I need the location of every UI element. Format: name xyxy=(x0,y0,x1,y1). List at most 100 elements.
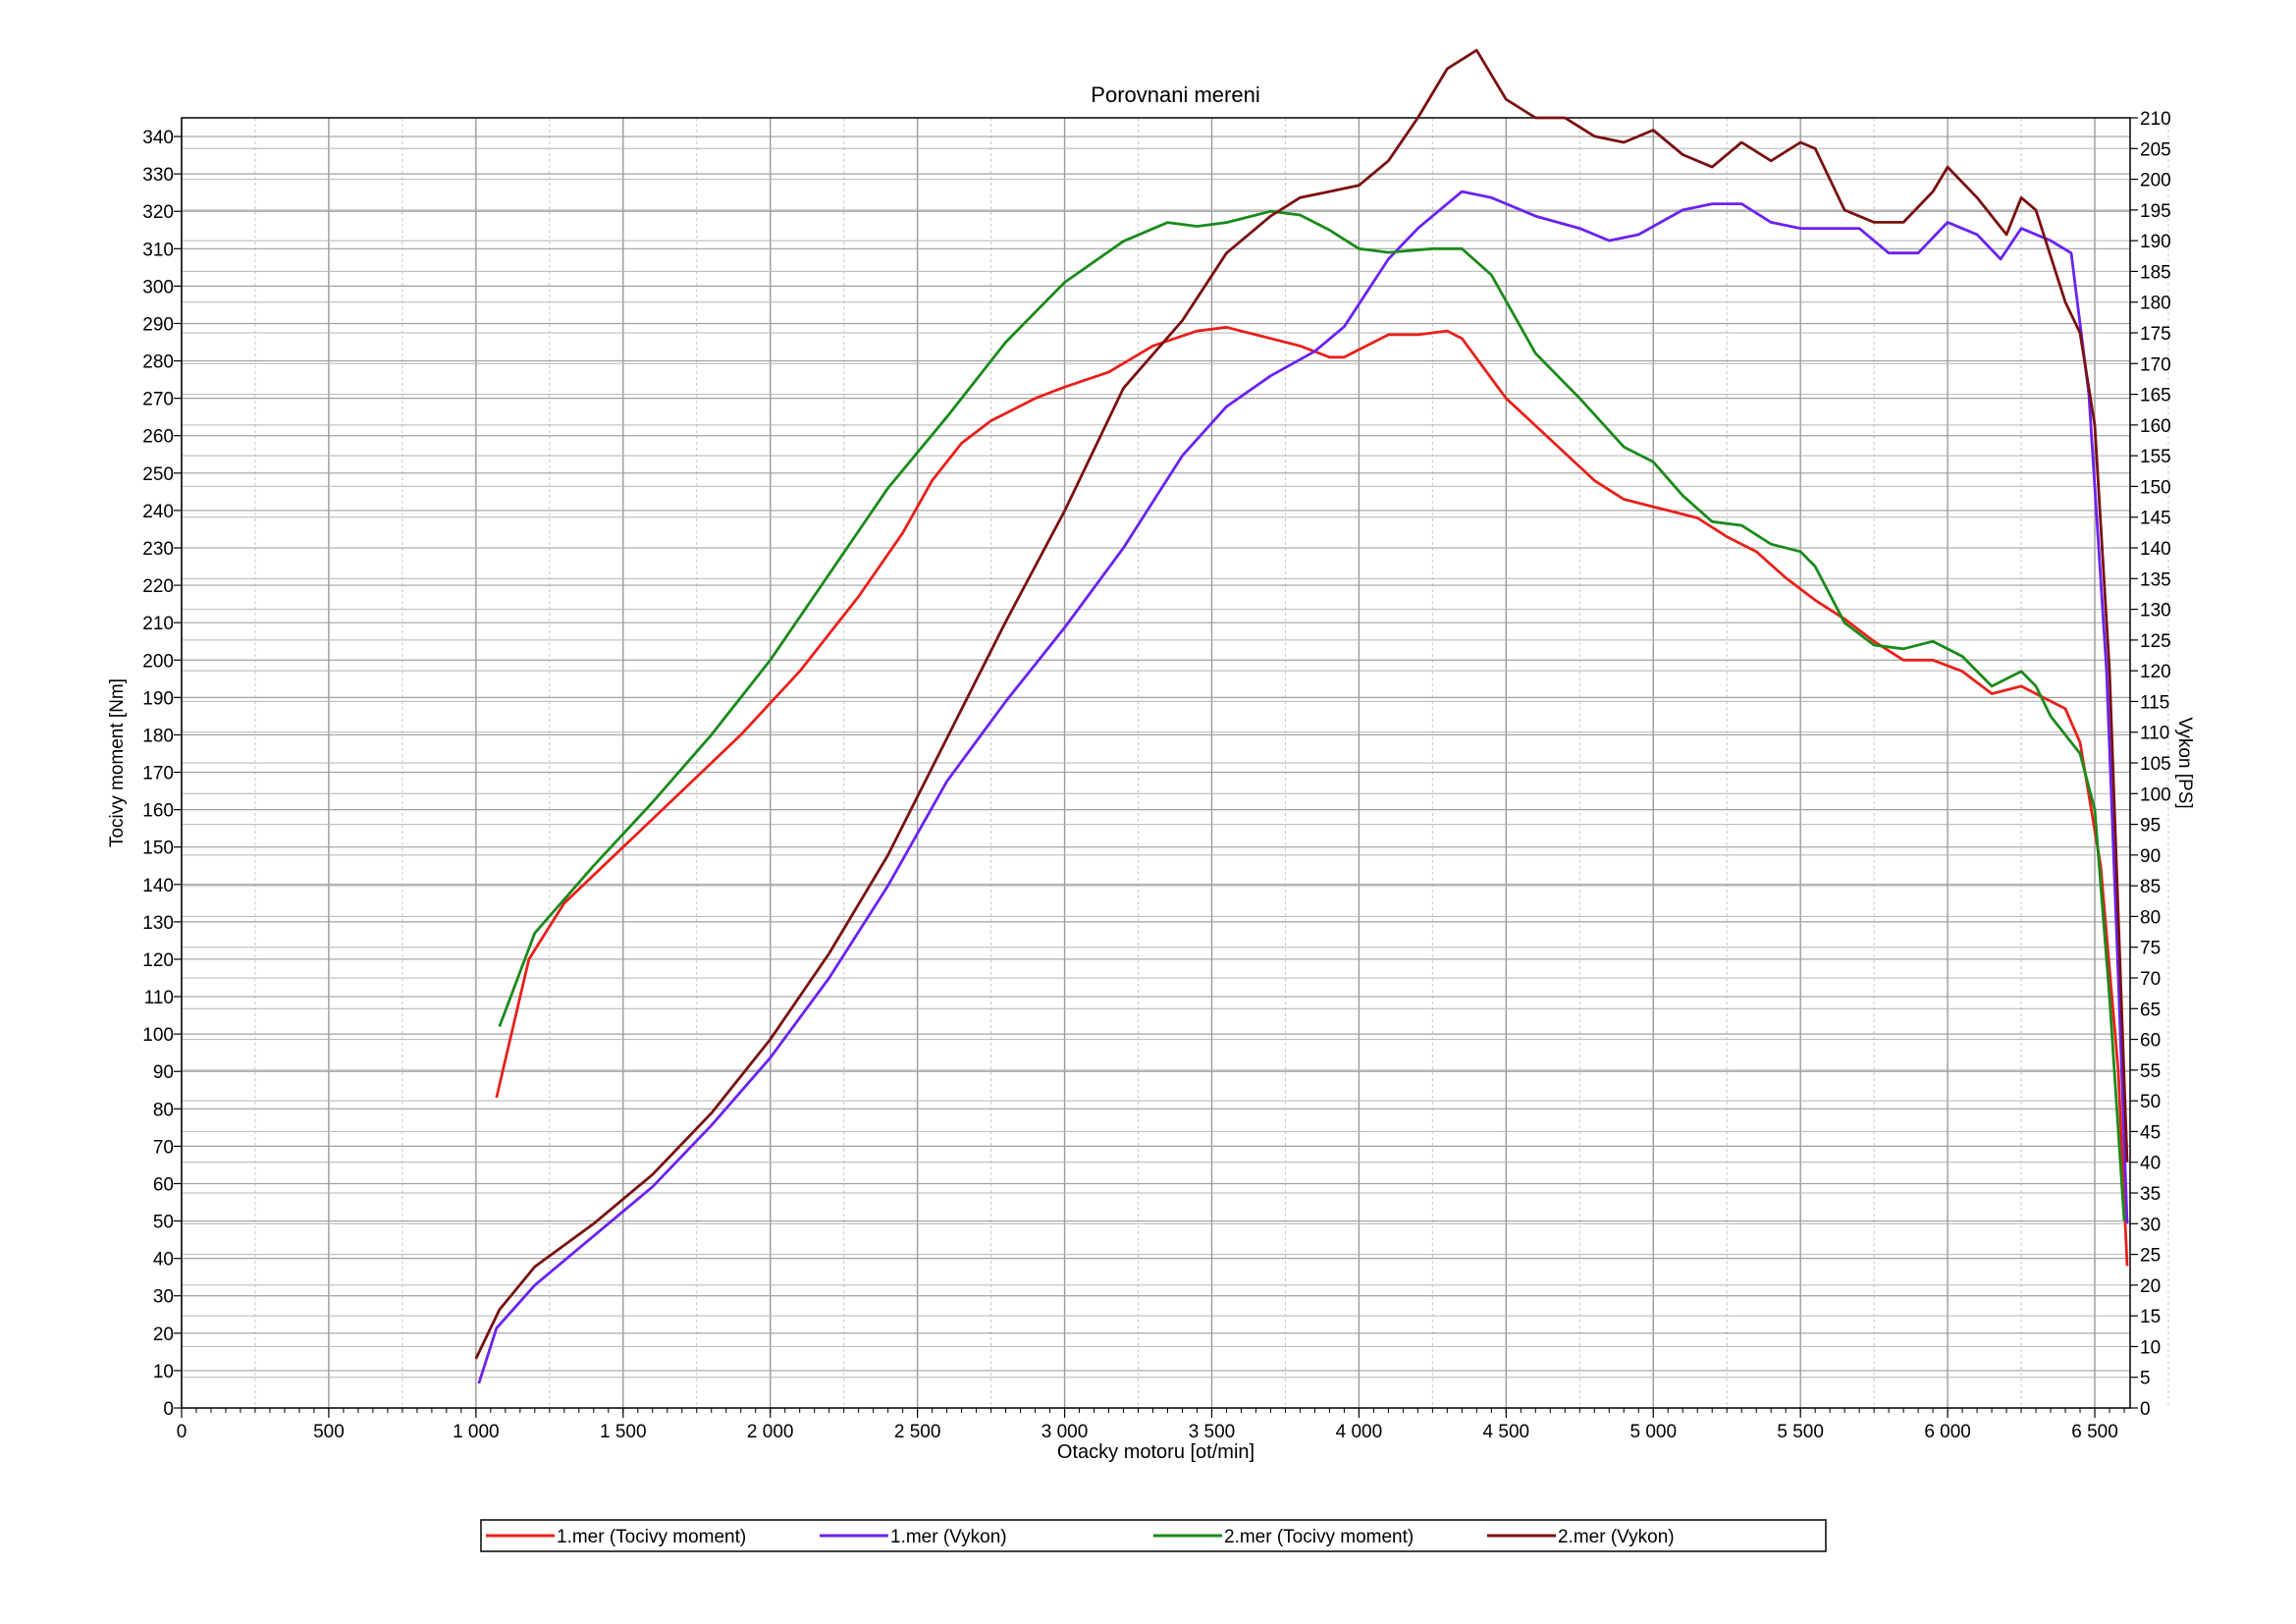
right-tick-label: 25 xyxy=(2140,1246,2161,1267)
left-tick-label: 60 xyxy=(153,1174,174,1195)
left-tick-label: 170 xyxy=(142,764,174,785)
right-tick-label: 15 xyxy=(2140,1307,2161,1327)
left-tick-label: 280 xyxy=(142,352,174,373)
x-tick-label: 0 xyxy=(177,1422,187,1442)
left-tick-label: 50 xyxy=(153,1213,174,1233)
right-tick-label: 115 xyxy=(2140,692,2169,713)
legend-label: 2.mer (Vykon) xyxy=(1558,1527,1675,1547)
right-tick-label: 105 xyxy=(2140,754,2171,775)
right-tick-label: 160 xyxy=(2140,416,2171,437)
right-tick-label: 95 xyxy=(2140,816,2161,837)
right-tick-label: 120 xyxy=(2140,662,2171,682)
right-tick-label: 200 xyxy=(2140,171,2171,191)
right-tick-label: 180 xyxy=(2140,294,2171,314)
left-tick-label: 330 xyxy=(142,165,174,186)
x-tick-label: 2 000 xyxy=(747,1422,794,1442)
right-tick-label: 165 xyxy=(2140,386,2171,406)
x-tick-label: 3 500 xyxy=(1189,1422,1236,1442)
right-axis-label: Vykon [PS] xyxy=(2174,717,2195,808)
x-axis-label: Otacky motoru [ot/min] xyxy=(1057,1441,1255,1463)
left-tick-label: 180 xyxy=(142,726,174,746)
left-tick-label: 90 xyxy=(153,1062,174,1083)
series-line-1 xyxy=(495,325,2129,1267)
right-tick-label: 90 xyxy=(2140,846,2161,867)
right-tick-label: 55 xyxy=(2140,1061,2161,1082)
right-tick-label: 35 xyxy=(2140,1184,2161,1205)
right-tick-label: 205 xyxy=(2140,139,2171,160)
right-tick-label: 80 xyxy=(2140,907,2161,928)
left-tick-label: 210 xyxy=(142,614,174,634)
right-tick-label: 110 xyxy=(2140,724,2169,744)
legend-label: 1.mer (Vykon) xyxy=(890,1527,1007,1547)
right-tick-label: 140 xyxy=(2140,539,2171,560)
x-tick-label: 5 000 xyxy=(1629,1422,1677,1442)
left-tick-label: 310 xyxy=(142,240,174,260)
left-tick-label: 340 xyxy=(142,128,174,148)
right-tick-label: 20 xyxy=(2140,1276,2161,1297)
left-tick-label: 150 xyxy=(142,839,174,859)
right-tick-label: 10 xyxy=(2140,1337,2161,1358)
left-tick-label: 70 xyxy=(153,1137,174,1158)
left-tick-label: 260 xyxy=(142,427,174,448)
left-tick-label: 130 xyxy=(142,913,174,934)
right-tick-label: 130 xyxy=(2140,601,2171,622)
right-tick-label: 175 xyxy=(2140,324,2171,345)
left-tick-label: 10 xyxy=(153,1362,174,1382)
left-tick-label: 240 xyxy=(142,502,174,522)
left-tick-label: 40 xyxy=(153,1250,174,1271)
left-tick-label: 320 xyxy=(142,202,174,223)
right-tick-label: 210 xyxy=(2140,109,2171,130)
left-tick-label: 110 xyxy=(144,988,174,1008)
x-tick-label: 1 500 xyxy=(600,1422,647,1442)
x-tick-label: 500 xyxy=(313,1422,345,1442)
right-tick-label: 185 xyxy=(2140,262,2171,283)
x-tick-label: 4 000 xyxy=(1336,1422,1383,1442)
right-tick-label: 40 xyxy=(2140,1154,2161,1174)
right-tick-label: 195 xyxy=(2140,201,2171,222)
series-layer xyxy=(474,48,2129,1384)
series-line-3 xyxy=(498,209,2126,1221)
x-tick-label: 3 000 xyxy=(1041,1422,1089,1442)
x-tick-label: 6 500 xyxy=(2071,1422,2118,1442)
x-tick-label: 5 500 xyxy=(1777,1422,1824,1442)
left-tick-label: 100 xyxy=(142,1025,174,1046)
right-tick-label: 50 xyxy=(2140,1092,2161,1112)
right-tick-label: 5 xyxy=(2140,1369,2151,1389)
left-tick-label: 0 xyxy=(163,1399,174,1420)
right-tick-label: 135 xyxy=(2140,569,2171,590)
left-tick-label: 250 xyxy=(142,464,174,485)
right-tick-label: 100 xyxy=(2140,785,2171,805)
left-tick-label: 190 xyxy=(142,688,174,709)
right-tick-label: 155 xyxy=(2140,447,2171,467)
right-tick-label: 170 xyxy=(2140,354,2171,375)
x-tick-label: 4 500 xyxy=(1483,1422,1530,1442)
series-line-2 xyxy=(477,189,2129,1384)
right-tick-label: 75 xyxy=(2140,939,2161,959)
x-tick-label: 2 500 xyxy=(894,1422,941,1442)
legend: 1.mer (Tocivy moment) 1.mer (Vykon) 2.mer … xyxy=(480,1519,1827,1552)
left-tick-label: 160 xyxy=(142,801,174,822)
left-tick-label: 270 xyxy=(142,390,174,410)
left-tick-label: 230 xyxy=(142,539,174,560)
chart-title: Porovnani mereni xyxy=(1091,82,1259,107)
right-tick-label: 85 xyxy=(2140,877,2161,897)
right-tick-label: 60 xyxy=(2140,1031,2161,1052)
x-axis-ticks: 0 500 1 000 1 500 2 000 2 500 3 000 3 500 4 000 4… xyxy=(177,1408,2125,1442)
series-line-4 xyxy=(474,48,2129,1360)
left-tick-label: 200 xyxy=(142,651,174,672)
left-tick-label: 120 xyxy=(142,950,174,971)
left-tick-label: 300 xyxy=(142,277,174,298)
left-axis-label: Tocivy moment [Nm] xyxy=(107,678,128,847)
left-axis-ticks: 0 10 20 30 40 50 60 70 80 90 100 110 120 130 140 150 160… xyxy=(142,128,182,1420)
legend-label: 1.mer (Tocivy moment) xyxy=(557,1527,746,1547)
right-tick-label: 30 xyxy=(2140,1215,2161,1235)
right-tick-label: 190 xyxy=(2140,232,2171,252)
left-tick-label: 30 xyxy=(153,1287,174,1308)
grid xyxy=(181,117,2169,1409)
right-tick-label: 150 xyxy=(2140,477,2171,498)
left-tick-label: 80 xyxy=(153,1100,174,1120)
right-tick-label: 125 xyxy=(2140,631,2171,652)
left-tick-label: 140 xyxy=(142,876,174,896)
x-tick-label: 6 000 xyxy=(1924,1422,1971,1442)
right-axis-ticks: 0 5 10 15 20 25 30 35 40 45 50 55 60 65 70 75 80 85 90 95 10… xyxy=(2130,109,2171,1420)
